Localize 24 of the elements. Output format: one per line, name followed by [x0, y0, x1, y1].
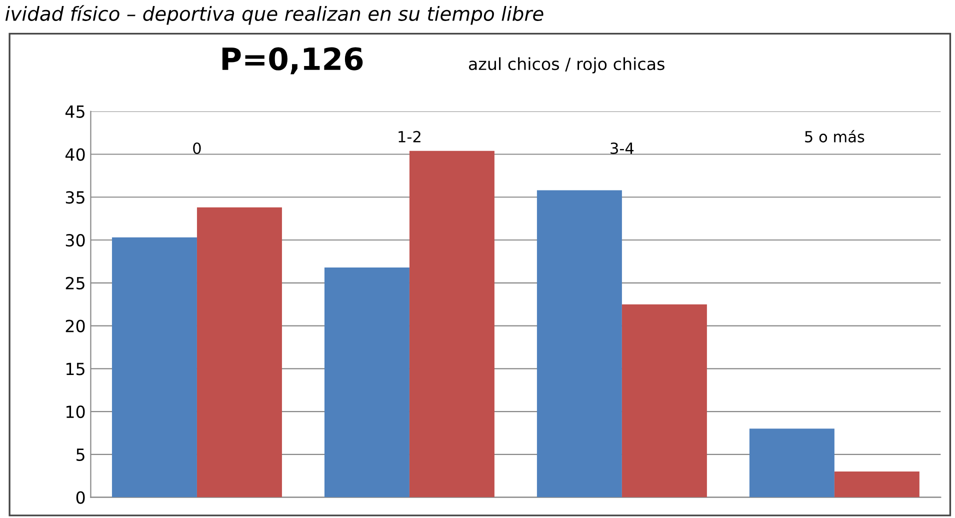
bar [409, 150, 494, 498]
chart-subtitle: azul chicos / rojo chicas [468, 57, 664, 74]
bar [834, 472, 920, 498]
bar [749, 428, 834, 498]
y-tick-label: 45 [65, 106, 84, 118]
text: ividad físico – deportiva que realizan en su tiempo libre [5, 5, 544, 25]
bar [196, 207, 282, 498]
bar [324, 267, 410, 498]
x-tick-label: 1-2 [398, 130, 420, 142]
y-tick-label: 40 [65, 148, 85, 161]
y-tick-label: 5 [76, 448, 84, 461]
y-tick-label: 20 [66, 320, 85, 332]
bar [622, 304, 707, 498]
y-tick-label: 0 [76, 491, 85, 504]
bar [112, 237, 197, 498]
y-tick-label: 35 [66, 191, 84, 204]
y-tick-label: 10 [66, 405, 85, 418]
y-tick-label: 15 [66, 362, 84, 376]
x-tick-label: 5 o más [805, 130, 864, 142]
chart-title: P=0,126 [222, 47, 363, 74]
y-tick-label: 25 [66, 276, 84, 290]
bar [536, 190, 622, 498]
y-tick-label: 30 [66, 234, 85, 247]
x-tick-label: 3-4 [610, 142, 634, 154]
